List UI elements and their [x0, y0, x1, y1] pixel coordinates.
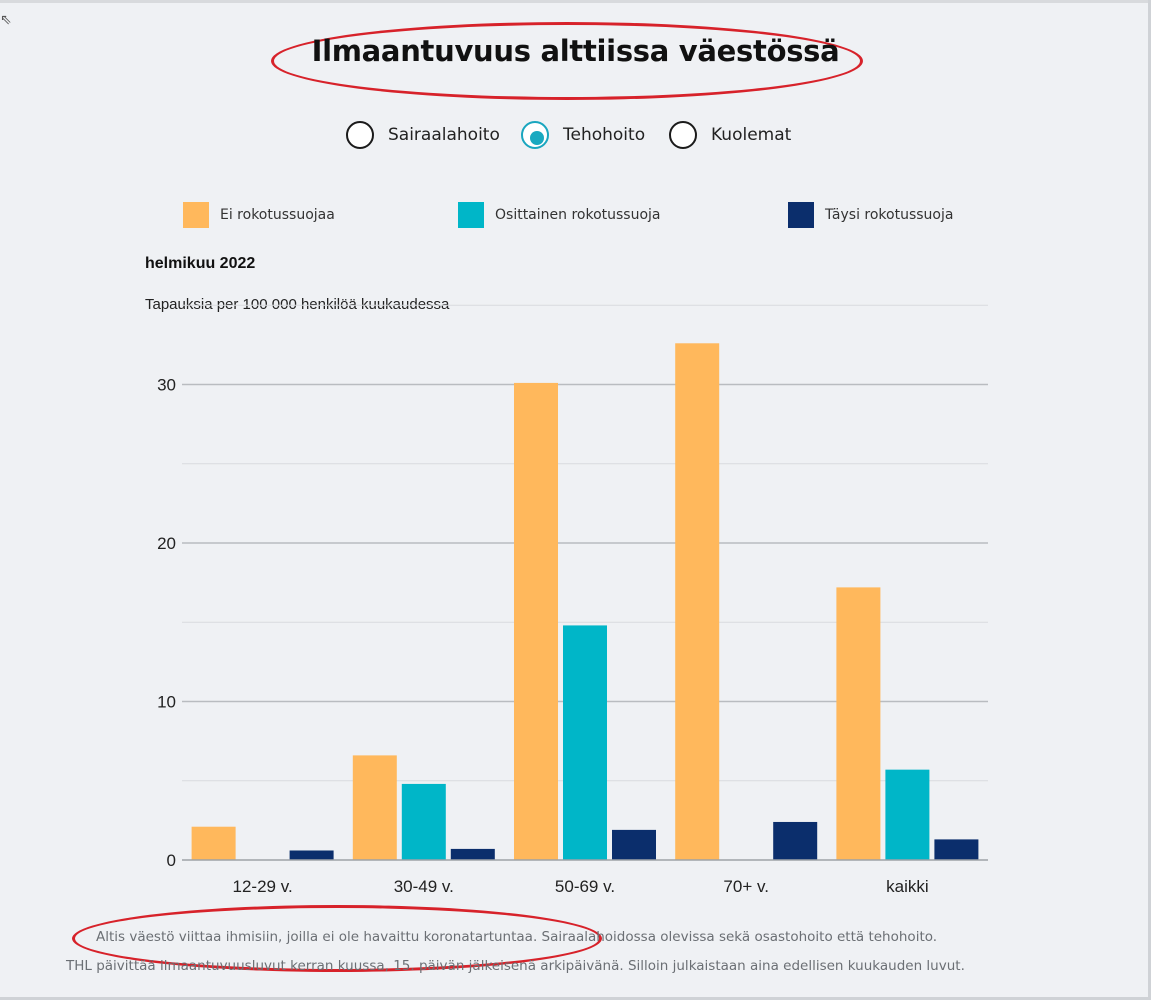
- bar: [289, 850, 334, 860]
- y-tick-label: 20: [157, 534, 176, 553]
- legend-swatch: [788, 202, 814, 228]
- bar: [934, 839, 979, 860]
- window-right-border: [1148, 0, 1151, 1000]
- chart-title: Ilmaantuvuus alttiissa väestössä: [311, 34, 840, 68]
- footnote-line-2: THL päivittää ilmaantuvuusluvut kerran k…: [66, 958, 965, 974]
- title-highlight-ellipse: [271, 22, 863, 100]
- y-tick-label: 0: [167, 851, 176, 870]
- y-tick-label: 30: [157, 376, 176, 395]
- legend-swatch: [183, 202, 209, 228]
- bar: [563, 625, 607, 860]
- bar: [885, 769, 930, 860]
- bar: [773, 821, 818, 860]
- y-tick-label: 10: [157, 693, 176, 712]
- bar: [836, 587, 881, 860]
- chart-legend: Ei rokotussuojaa Osittainen rokotussuoja…: [0, 202, 1151, 230]
- radio-label: Kuolemat: [711, 125, 792, 145]
- bar: [514, 382, 558, 860]
- x-tick-label: 30-49 v.: [394, 877, 454, 896]
- bar: [401, 783, 446, 860]
- bar: [612, 829, 656, 860]
- y-axis-unit-label: Tapauksia per 100 000 henkilöä kuukaudes…: [145, 296, 450, 313]
- x-tick-label: 12-29 v.: [233, 877, 293, 896]
- legend-swatch: [458, 202, 484, 228]
- x-tick-label: kaikki: [886, 877, 929, 896]
- radio-label: Tehohoito: [563, 125, 646, 145]
- radio-circle-selected-icon[interactable]: [521, 121, 549, 149]
- bar: [675, 343, 720, 860]
- footnote-highlight-ellipse: [72, 905, 602, 972]
- x-tick-label: 50-69 v.: [555, 877, 615, 896]
- window-bottom-border: [0, 997, 1151, 1000]
- radio-circle-icon[interactable]: [669, 121, 697, 149]
- footnote-line-1: Altis väestö viittaa ihmisiin, joilla ei…: [96, 929, 938, 945]
- radio-label: Sairaalahoito: [388, 125, 500, 145]
- legend-label: Osittainen rokotussuoja: [495, 207, 661, 223]
- bar: [352, 755, 397, 860]
- bar: [450, 848, 495, 860]
- legend-label: Ei rokotussuojaa: [220, 207, 335, 223]
- legend-label: Täysi rokotussuoja: [825, 207, 954, 223]
- bar: [191, 826, 236, 860]
- window-top-border: [0, 0, 1151, 3]
- mouse-cursor-icon: ⇖: [0, 12, 12, 28]
- radio-circle-icon[interactable]: [346, 121, 374, 149]
- x-tick-label: 70+ v.: [723, 877, 769, 896]
- period-label: helmikuu 2022: [145, 255, 256, 272]
